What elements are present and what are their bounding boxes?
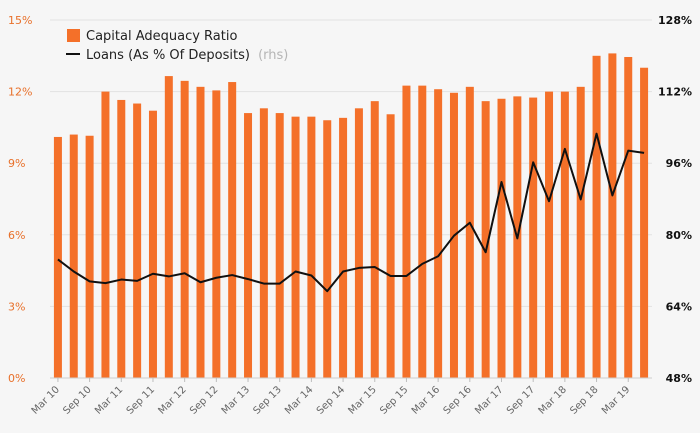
x-tick-label: Sep 10: [61, 384, 93, 416]
bar-jun-12: [196, 86, 205, 378]
bar-sep-17: [529, 97, 538, 378]
bar-jun-10: [69, 134, 78, 378]
bar-dec-12: [228, 82, 237, 379]
x-tick-label: Mar 19: [600, 384, 632, 416]
x-tick-label: Sep 16: [442, 384, 474, 416]
legend-bar-swatch: [67, 29, 80, 42]
bar-dec-14: [354, 108, 363, 378]
bar-sep-15: [402, 85, 411, 378]
x-tick-label: Sep 15: [378, 384, 410, 416]
x-tick-label: Sep 12: [188, 384, 220, 416]
bar-sep-11: [148, 110, 157, 378]
x-tick-label: Sep 18: [568, 384, 600, 416]
bar-mar-11: [117, 99, 126, 378]
left-tick-label: 6%: [8, 229, 25, 242]
legend-rhs-note: (rhs): [258, 48, 288, 63]
bar-jun-13: [259, 108, 268, 378]
x-tick-label: Mar 12: [156, 384, 188, 416]
x-tick-label: Mar 17: [473, 384, 505, 416]
bar-sep-16: [465, 86, 474, 378]
bar-mar-12: [180, 80, 189, 379]
bar-dec-17: [545, 91, 554, 378]
bar-mar-16: [434, 89, 443, 379]
right-tick-label: 64%: [666, 300, 692, 313]
line-series: [57, 132, 645, 293]
bar-mar-10: [53, 136, 62, 378]
left-tick-label: 15%: [8, 14, 32, 27]
x-tick-label: Mar 14: [283, 384, 315, 416]
left-tick-label: 9%: [8, 157, 25, 170]
bar-mar-13: [244, 113, 253, 378]
right-tick-label: 80%: [666, 229, 692, 242]
bar-sep-14: [339, 117, 348, 378]
x-axis: Mar 10 Sep 10 Mar 11 Sep 11 Mar 12 Sep 12 Mar …: [30, 377, 652, 417]
bar-sep-10: [85, 135, 94, 378]
bar-sep-18: [592, 55, 601, 379]
bar-jun-11: [133, 103, 142, 378]
x-tick-label: Mar 15: [347, 384, 379, 416]
bar-jun-15: [386, 114, 395, 379]
legend-bar-label: Capital Adequacy Ratio: [86, 29, 237, 44]
bar-dec-18: [608, 53, 617, 378]
bar-dec-15: [418, 85, 427, 378]
bar-jun-14: [323, 120, 332, 379]
x-tick-label: Sep 14: [315, 384, 347, 416]
bar-mar-18: [560, 91, 569, 378]
left-tick-label: 3%: [8, 300, 25, 313]
left-tick-label: 12%: [8, 86, 32, 99]
x-tick-label: Sep 11: [125, 384, 157, 416]
x-tick-label: Sep 13: [251, 384, 283, 416]
x-tick-label: Mar 18: [537, 384, 569, 416]
legend: Capital Adequacy Ratio Loans (As % Of De…: [66, 29, 288, 63]
bar-sep-13: [275, 113, 284, 378]
bar-mar-17: [497, 98, 506, 378]
bar-mar-19: [624, 56, 633, 379]
x-tick-label: Mar 16: [410, 384, 442, 416]
loans-to-deposits-line: [57, 132, 645, 293]
bar-dec-16: [481, 101, 490, 379]
left-y-axis: 0% 3% 6% 9% 12% 15%: [8, 14, 32, 385]
legend-line-text: Loans (As % Of Deposits) (rhs): [86, 48, 288, 63]
bar-dec-10: [101, 91, 110, 378]
bar-dec-11: [164, 76, 173, 378]
x-tick-label: Mar 10: [30, 384, 62, 416]
right-tick-label: 48%: [666, 372, 692, 385]
bar-series: [53, 53, 649, 379]
x-tick-label: Sep 17: [505, 384, 537, 416]
bar-mar-15: [370, 101, 379, 379]
bar-mar-14: [307, 116, 316, 378]
x-tick-label: Mar 13: [220, 384, 252, 416]
right-tick-label: 112%: [658, 86, 692, 99]
bar-jun-18: [576, 86, 585, 378]
bar-dec-13: [291, 116, 300, 378]
right-y-axis: 48% 64% 80% 96% 112% 128%: [658, 14, 692, 385]
right-tick-label: 96%: [666, 157, 692, 170]
left-tick-label: 0%: [8, 372, 25, 385]
legend-line-label: Loans (As % Of Deposits): [86, 48, 250, 63]
x-tick-label: Mar 11: [93, 384, 125, 416]
bar-sep-12: [212, 90, 221, 378]
right-tick-label: 128%: [658, 14, 692, 27]
bar-jun-19: [640, 67, 649, 378]
